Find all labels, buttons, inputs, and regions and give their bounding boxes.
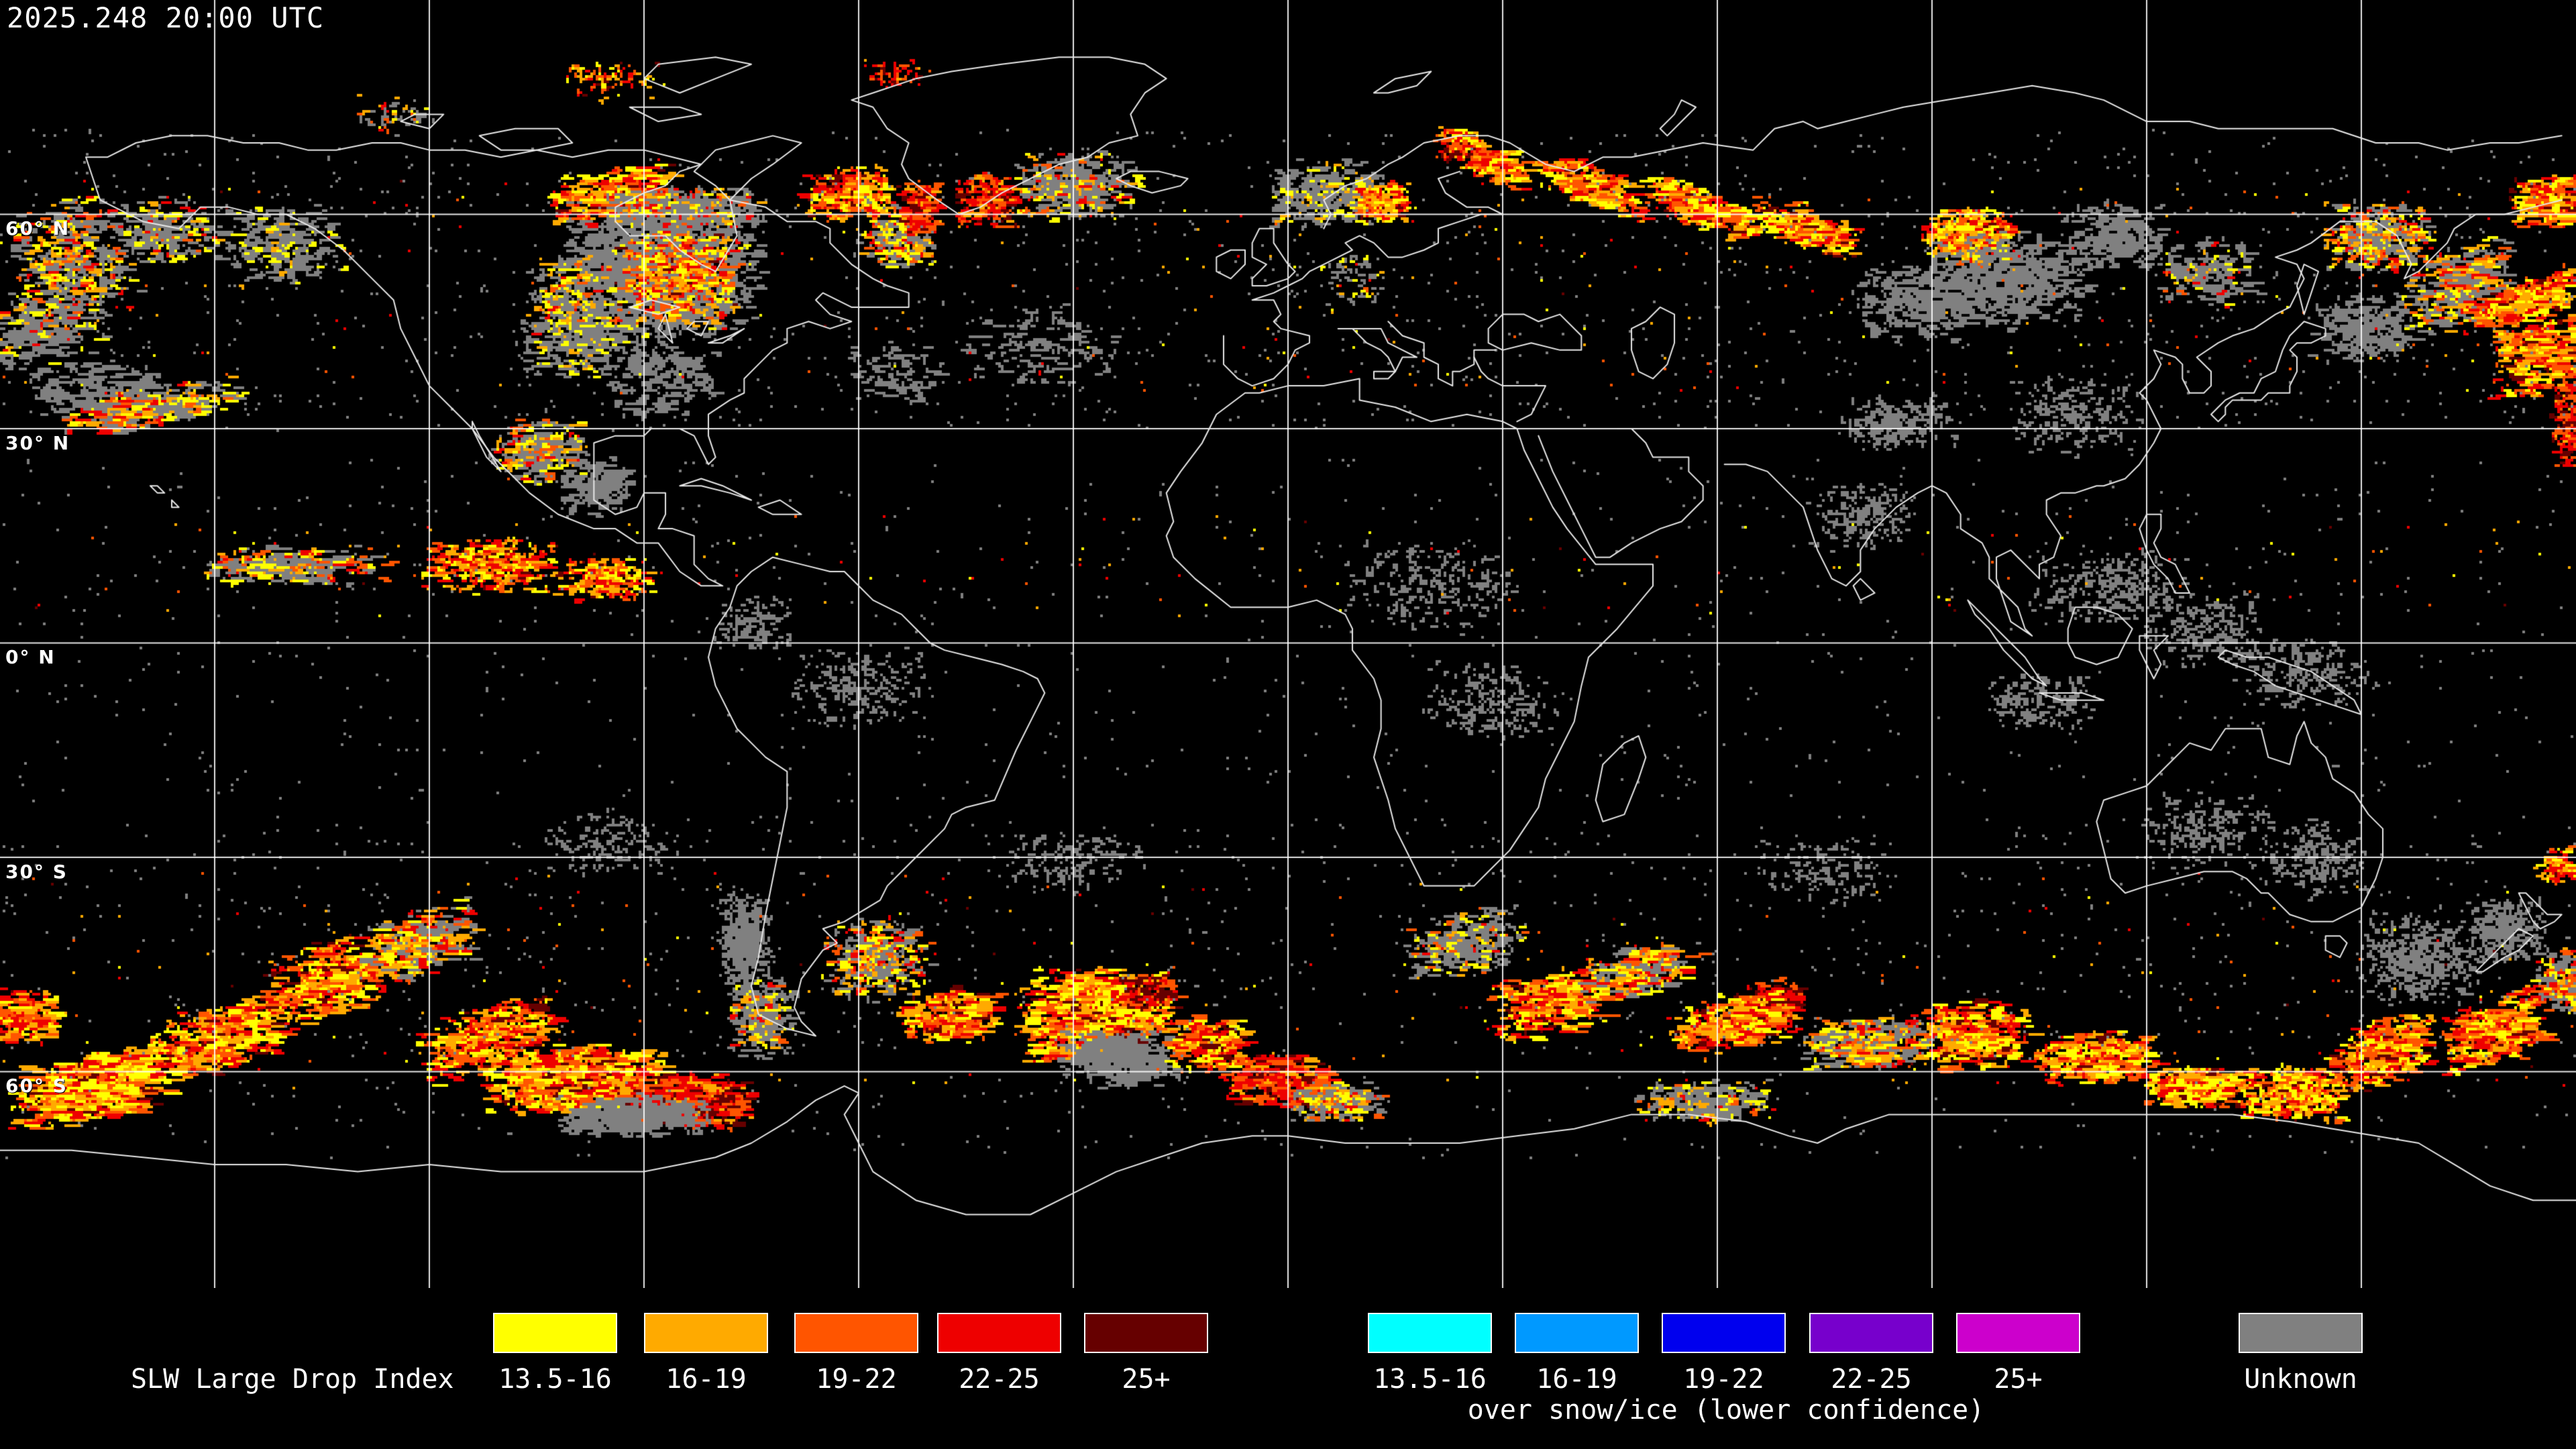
legend-title: SLW Large Drop Index <box>131 1364 454 1395</box>
lat-label-60s: 60° S <box>5 1075 68 1097</box>
lat-label-60n: 60° N <box>5 217 70 239</box>
legend-label-ldi-16-19: 16-19 <box>665 1364 747 1395</box>
legend-label-ldi-13.5-16: 13.5-16 <box>498 1364 612 1395</box>
legend-swatch-ldi-22-25 <box>937 1313 1061 1353</box>
legend-swatch-ldi-13.5-16 <box>493 1313 617 1353</box>
legend-label-ldi-22-25: 22-25 <box>959 1364 1040 1395</box>
legend-swatch-ldi-19-22 <box>794 1313 918 1353</box>
legend-swatch-ldi-16-19 <box>644 1313 768 1353</box>
legend-label-snow-13.5-16: 13.5-16 <box>1373 1364 1487 1395</box>
legend-swatch-ldi-25plus <box>1084 1313 1208 1353</box>
timestamp: 2025.248 20:00 UTC <box>7 1 325 34</box>
legend-label-ldi-19-22: 19-22 <box>816 1364 897 1395</box>
legend-label-snow-16-19: 16-19 <box>1536 1364 1617 1395</box>
lat-label-30s: 30° S <box>5 861 68 883</box>
legend-label-snow-22-25: 22-25 <box>1831 1364 1912 1395</box>
legend: SLW Large Drop Index 13.5-16 16-19 19-22… <box>0 1288 2576 1449</box>
legend-snow-ice-caption: over snow/ice (lower confidence) <box>1467 1395 1985 1426</box>
legend-swatch-snow-16-19 <box>1515 1313 1639 1353</box>
legend-label-snow-19-22: 19-22 <box>1683 1364 1764 1395</box>
legend-swatch-snow-22-25 <box>1809 1313 1933 1353</box>
legend-swatch-snow-19-22 <box>1662 1313 1786 1353</box>
world-map-canvas <box>0 0 2576 1288</box>
legend-swatch-snow-25plus <box>1956 1313 2080 1353</box>
legend-swatch-snow-13.5-16 <box>1368 1313 1492 1353</box>
lat-label-30n: 30° N <box>5 432 70 454</box>
legend-label-unknown: Unknown <box>2244 1364 2357 1395</box>
lat-label-0n: 0° N <box>5 646 56 668</box>
legend-swatch-unknown <box>2239 1313 2363 1353</box>
legend-label-snow-25plus: 25+ <box>1994 1364 2043 1395</box>
legend-label-ldi-25plus: 25+ <box>1122 1364 1171 1395</box>
